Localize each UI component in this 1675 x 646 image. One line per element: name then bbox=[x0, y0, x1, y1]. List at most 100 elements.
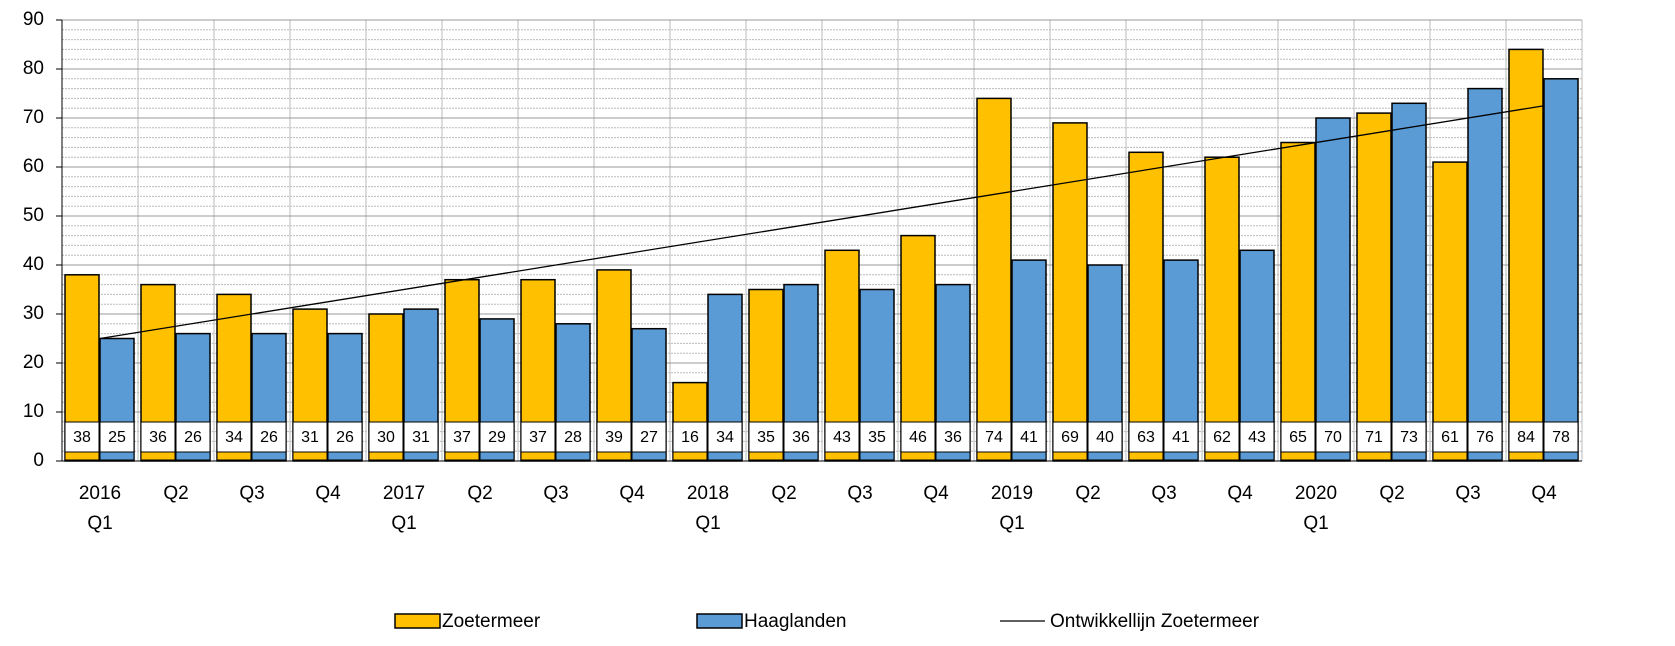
table-key bbox=[824, 451, 860, 461]
table-cell bbox=[859, 421, 895, 453]
table-cell bbox=[783, 421, 819, 453]
bar bbox=[1543, 78, 1579, 462]
table-cell bbox=[1391, 421, 1427, 453]
value-label: 62 bbox=[1213, 429, 1231, 446]
x-tick-label: Q4 bbox=[1531, 483, 1557, 504]
table-cell bbox=[1432, 421, 1468, 453]
x-tick-label: Q2 bbox=[771, 483, 796, 504]
table-key bbox=[1432, 451, 1468, 461]
value-label: 70 bbox=[1324, 429, 1342, 446]
x-tick-label: Q4 bbox=[1227, 483, 1253, 504]
x-tick-label: Q2 bbox=[1075, 483, 1100, 504]
table-key bbox=[444, 451, 480, 461]
value-label: 27 bbox=[640, 429, 658, 446]
x-tick-label: 2017 bbox=[383, 483, 425, 504]
x-tick-label: Q4 bbox=[315, 483, 341, 504]
table-key bbox=[783, 451, 819, 461]
table-cell bbox=[1052, 421, 1088, 453]
table-key bbox=[672, 451, 708, 461]
table-key bbox=[631, 451, 667, 461]
table-key bbox=[976, 451, 1012, 461]
value-label: 36 bbox=[792, 429, 810, 446]
table-key bbox=[327, 451, 363, 461]
value-label: 41 bbox=[1020, 429, 1038, 446]
x-tick-label: Q4 bbox=[923, 483, 949, 504]
x-tick-label: Q3 bbox=[239, 483, 264, 504]
value-label: 71 bbox=[1365, 429, 1383, 446]
legend-key bbox=[394, 613, 441, 629]
table-cell bbox=[403, 421, 439, 453]
table-cell bbox=[824, 421, 860, 453]
y-tick-label: 20 bbox=[23, 352, 44, 373]
table-key bbox=[292, 451, 328, 461]
value-label: 38 bbox=[73, 429, 91, 446]
legend-label: Ontwikkellijn Zoetermeer bbox=[1050, 611, 1260, 632]
table-key bbox=[1280, 451, 1316, 461]
table-key bbox=[555, 451, 591, 461]
table-key bbox=[403, 451, 439, 461]
bar bbox=[976, 97, 1012, 462]
x-tick-label: Q1 bbox=[87, 513, 112, 534]
table-cell bbox=[900, 421, 936, 453]
value-label: 28 bbox=[564, 429, 582, 446]
legend-label: Zoetermeer bbox=[442, 611, 541, 632]
table-cell bbox=[1128, 421, 1164, 453]
table-key bbox=[1391, 451, 1427, 461]
table-key bbox=[216, 451, 252, 461]
x-tick-label: Q3 bbox=[1455, 483, 1480, 504]
table-key bbox=[1467, 451, 1503, 461]
table-key bbox=[1052, 451, 1088, 461]
table-key bbox=[1128, 451, 1164, 461]
value-label: 84 bbox=[1517, 429, 1535, 446]
value-label: 39 bbox=[605, 429, 623, 446]
value-label: 40 bbox=[1096, 429, 1114, 446]
value-label: 29 bbox=[488, 429, 506, 446]
y-tick-label: 90 bbox=[23, 9, 44, 30]
value-label: 26 bbox=[336, 429, 354, 446]
bar bbox=[1315, 117, 1351, 462]
value-label: 36 bbox=[149, 429, 167, 446]
table-key bbox=[859, 451, 895, 461]
y-tick-label: 0 bbox=[33, 450, 44, 471]
value-label: 16 bbox=[681, 429, 699, 446]
bar bbox=[1204, 156, 1240, 462]
table-key bbox=[140, 451, 176, 461]
table-cell bbox=[327, 421, 363, 453]
value-label: 63 bbox=[1137, 429, 1155, 446]
value-label: 43 bbox=[833, 429, 851, 446]
value-label: 69 bbox=[1061, 429, 1079, 446]
table-key bbox=[1087, 451, 1123, 461]
table-cell bbox=[707, 421, 743, 453]
bar bbox=[1128, 151, 1164, 462]
x-tick-label: 2016 bbox=[79, 483, 121, 504]
table-key bbox=[1163, 451, 1199, 461]
table-key bbox=[900, 451, 936, 461]
table-key bbox=[368, 451, 404, 461]
x-tick-label: Q1 bbox=[695, 513, 720, 534]
table-cell bbox=[479, 421, 515, 453]
table-cell bbox=[140, 421, 176, 453]
table-key bbox=[748, 451, 784, 461]
value-label: 35 bbox=[757, 429, 775, 446]
value-label: 34 bbox=[716, 429, 734, 446]
x-tick-label: Q1 bbox=[1303, 513, 1328, 534]
table-cell bbox=[631, 421, 667, 453]
table-key bbox=[175, 451, 211, 461]
value-label: 78 bbox=[1552, 429, 1570, 446]
table-key bbox=[935, 451, 971, 461]
value-label: 37 bbox=[529, 429, 547, 446]
x-tick-label: 2019 bbox=[991, 483, 1033, 504]
legend-key bbox=[696, 613, 743, 629]
bar bbox=[1432, 161, 1468, 462]
table-cell bbox=[1204, 421, 1240, 453]
value-label: 61 bbox=[1441, 429, 1459, 446]
table-cell bbox=[64, 421, 100, 453]
table-cell bbox=[672, 421, 708, 453]
value-label: 25 bbox=[108, 429, 126, 446]
x-tick-label: Q2 bbox=[1379, 483, 1404, 504]
value-label: 43 bbox=[1248, 429, 1266, 446]
table-cell bbox=[444, 421, 480, 453]
table-key bbox=[1204, 451, 1240, 461]
x-tick-label: Q3 bbox=[847, 483, 872, 504]
value-label: 26 bbox=[184, 429, 202, 446]
